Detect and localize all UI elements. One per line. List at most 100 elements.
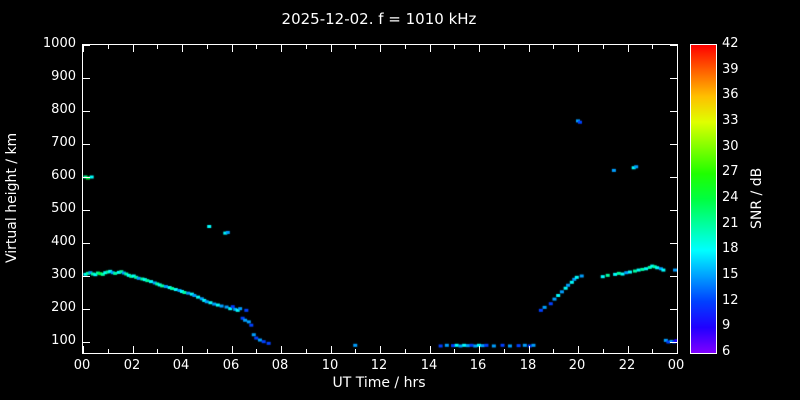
x-tick-label: 18 [519,358,537,373]
y-tick-label: 1000 [42,36,76,51]
x-tick-label: 00 [73,358,91,373]
x-minor-tick [652,45,653,49]
y-major-tick [670,342,677,343]
x-major-tick [529,346,530,353]
y-major-tick [670,111,677,112]
y-tick-label: 100 [51,333,76,348]
y-major-tick [670,45,677,46]
y-axis-label: Virtual height / km [4,132,20,264]
x-major-tick [628,346,629,353]
y-major-tick [83,243,90,244]
x-major-tick [83,45,84,52]
x-minor-tick [603,349,604,353]
x-minor-tick [207,45,208,49]
x-minor-tick [454,45,455,49]
x-tick-label: 22 [618,358,636,373]
y-tick-label: 200 [51,300,76,315]
x-major-tick [380,346,381,353]
y-major-tick [83,177,90,178]
x-minor-tick [355,349,356,353]
x-tick-label: 02 [123,358,141,373]
x-major-tick [232,45,233,52]
x-minor-tick [306,45,307,49]
x-major-tick [281,45,282,52]
x-minor-tick [553,45,554,49]
x-minor-tick [157,45,158,49]
x-major-tick [232,346,233,353]
x-major-tick [677,346,678,353]
x-major-tick [182,346,183,353]
y-major-tick [670,144,677,145]
x-major-tick [133,346,134,353]
x-tick-label: 20 [568,358,586,373]
y-major-tick [83,210,90,211]
x-axis-label: UT Time / hrs [332,375,426,391]
y-major-tick [83,111,90,112]
x-minor-tick [157,349,158,353]
colorbar-tick-label: 39 [722,61,739,77]
x-minor-tick [553,349,554,353]
colorbar-tick-label: 30 [722,138,739,154]
plot-area [82,44,678,354]
x-major-tick [677,45,678,52]
x-major-tick [479,45,480,52]
x-major-tick [281,346,282,353]
x-minor-tick [405,349,406,353]
x-major-tick [628,45,629,52]
y-major-tick [83,309,90,310]
x-major-tick [331,45,332,52]
x-tick-label: 14 [420,358,438,373]
colorbar-tick-label: 36 [722,87,739,103]
y-major-tick [670,177,677,178]
x-major-tick [83,346,84,353]
x-major-tick [380,45,381,52]
y-major-tick [670,243,677,244]
x-minor-tick [405,45,406,49]
x-minor-tick [108,45,109,49]
x-minor-tick [256,349,257,353]
x-major-tick [430,346,431,353]
x-major-tick [578,346,579,353]
y-major-tick [83,78,90,79]
x-major-tick [529,45,530,52]
y-major-tick [670,210,677,211]
colorbar-tick-label: 27 [722,164,739,180]
colorbar-tick-label: 6 [722,344,731,359]
x-major-tick [479,346,480,353]
x-tick-label: 16 [469,358,487,373]
y-tick-label: 700 [51,135,76,150]
scatter-points-canvas [83,45,677,353]
x-tick-label: 10 [321,358,339,373]
x-tick-label: 08 [271,358,289,373]
x-major-tick [578,45,579,52]
colorbar-tick-label: 33 [722,113,739,128]
chart-title: 2025-12-02. f = 1010 kHz [281,10,477,28]
x-major-tick [182,45,183,52]
x-minor-tick [652,349,653,353]
x-minor-tick [454,349,455,353]
x-minor-tick [108,349,109,353]
x-major-tick [331,346,332,353]
y-major-tick [83,144,90,145]
colorbar-tick-label: 42 [722,36,739,51]
y-tick-label: 300 [51,267,76,282]
y-major-tick [670,309,677,310]
x-minor-tick [207,349,208,353]
y-tick-label: 500 [51,201,76,216]
x-minor-tick [504,45,505,49]
x-major-tick [430,45,431,52]
colorbar-tick-label: 18 [722,241,739,257]
colorbar-tick-label: 24 [722,190,739,205]
colorbar-tick-label: 21 [722,215,739,231]
colorbar [690,44,717,354]
x-tick-label: 06 [222,358,240,373]
y-major-tick [83,342,90,343]
y-tick-label: 600 [51,168,76,183]
y-major-tick [83,276,90,277]
x-tick-label: 00 [667,358,685,373]
x-minor-tick [603,45,604,49]
x-tick-label: 04 [172,358,190,373]
x-minor-tick [355,45,356,49]
x-minor-tick [306,349,307,353]
